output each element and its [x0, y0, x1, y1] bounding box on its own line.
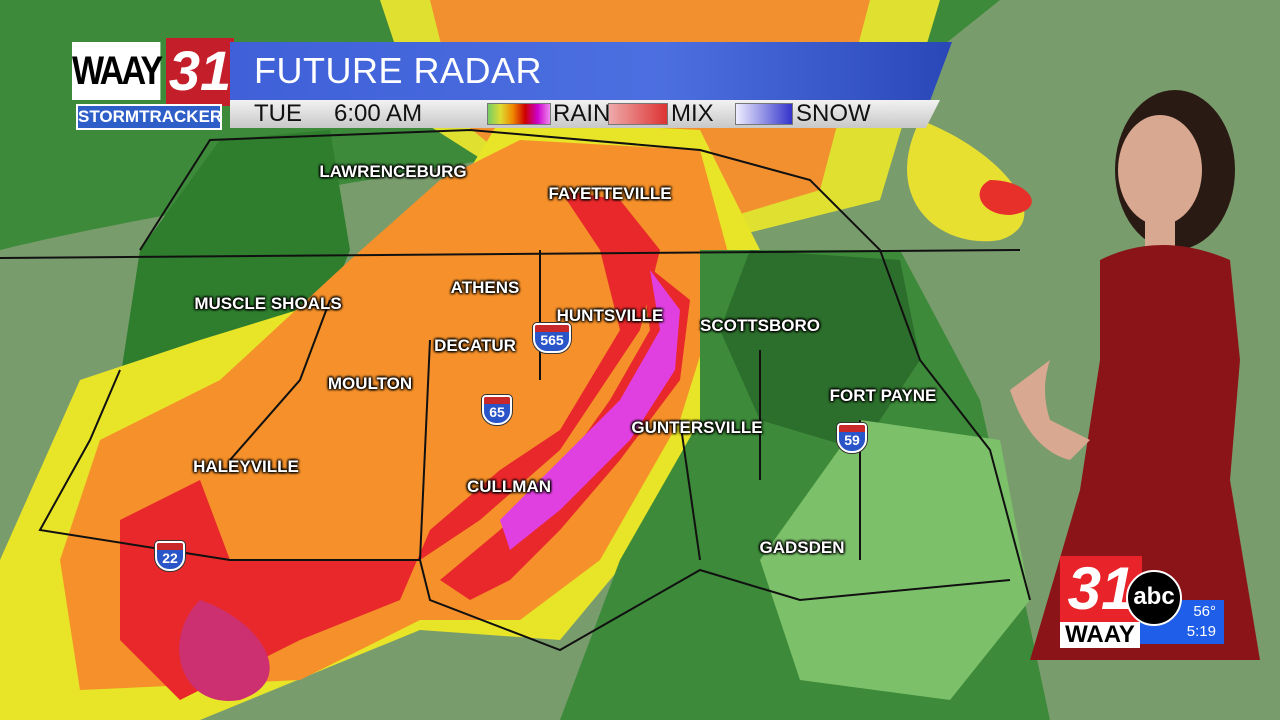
abc-logo: abc [1126, 570, 1182, 626]
clock: 5:19 [1186, 623, 1216, 640]
city-label: MUSCLE SHOALS [194, 294, 342, 313]
forecast-time: 6:00 AM [334, 100, 423, 127]
interstate-shield-icon: 565 [533, 323, 571, 353]
legend-mix: MIX [671, 100, 714, 127]
logo-stormtracker: STORMTRACKER [76, 104, 222, 130]
legend-snow: SNOW [796, 100, 871, 127]
legend-rain: RAIN [553, 100, 611, 127]
city-label: GADSDEN [759, 538, 845, 557]
city-label: MOULTON [327, 374, 413, 393]
title-bar [230, 42, 952, 100]
interstate-shield-icon: 65 [482, 395, 512, 425]
subtitle-bar [230, 100, 940, 128]
city-label: LAWRENCEBURG [319, 162, 467, 181]
city-label: HUNTSVILLE [556, 306, 664, 325]
rain-legend-swatch [487, 103, 551, 125]
interstate-shield-icon: 59 [837, 423, 867, 453]
mix-legend-swatch [608, 103, 668, 125]
city-label: FORT PAYNE [829, 386, 937, 405]
page-title: FUTURE RADAR [254, 50, 543, 91]
city-label: DECATUR [434, 336, 516, 355]
forecast-day: TUE [254, 100, 302, 127]
interstate-shield-icon: 22 [155, 541, 185, 571]
city-label: SCOTTSBORO [700, 316, 820, 335]
logo-call-letters: WAAY [72, 42, 163, 100]
logo-channel: 31 [166, 38, 234, 106]
temperature: 56° [1193, 603, 1216, 620]
city-label: GUNTERSVILLE [631, 418, 763, 437]
snow-legend-swatch [735, 103, 793, 125]
city-label: ATHENS [450, 278, 520, 297]
city-label: FAYETTEVILLE [548, 184, 672, 203]
city-label: HALEYVILLE [193, 457, 299, 476]
bug-call-letters: WAAY [1060, 622, 1140, 648]
city-label: CULLMAN [466, 477, 552, 496]
